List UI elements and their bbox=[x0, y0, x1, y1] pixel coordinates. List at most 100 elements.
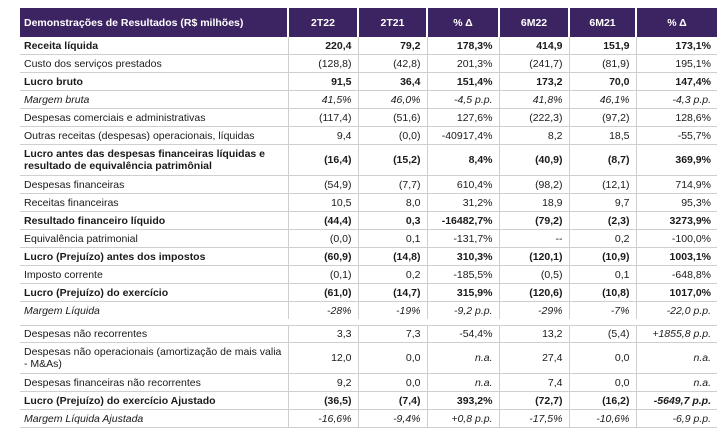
table-row: Custo dos serviços prestados (128,8) (42,8… bbox=[20, 54, 717, 73]
row-value: 127,6% bbox=[427, 108, 500, 127]
header-6m21: 6M21 bbox=[569, 8, 637, 37]
row-label: Outras receitas (despesas) operacionais,… bbox=[20, 126, 289, 145]
row-value: (72,7) bbox=[499, 391, 570, 410]
row-value: 8,2 bbox=[499, 126, 570, 145]
row-value: -648,8% bbox=[636, 265, 717, 284]
row-label: Lucro (Prejuízo) antes dos impostos bbox=[20, 247, 289, 266]
row-value: 27,4 bbox=[499, 342, 570, 374]
table-row: Receita líquida 220,4 79,2 178,3% 414,9 151,9… bbox=[20, 37, 717, 55]
table-row: Despesas não operacionais (amortização d… bbox=[20, 342, 717, 374]
row-value: 201,3% bbox=[427, 54, 500, 73]
row-value: (12,1) bbox=[569, 175, 637, 194]
row-value: 0,3 bbox=[358, 211, 428, 230]
header-2t21: 2T21 bbox=[358, 8, 428, 37]
row-label: Lucro (Prejuízo) do exercício Ajustado bbox=[20, 391, 289, 410]
row-value: (14,7) bbox=[358, 283, 428, 302]
row-label: Margem bruta bbox=[20, 90, 289, 109]
table-body: Receita líquida 220,4 79,2 178,3% 414,9 151,9… bbox=[20, 37, 717, 428]
row-value: 0,1 bbox=[569, 265, 637, 284]
row-value: 0,0 bbox=[358, 342, 428, 374]
row-label: Despesas financeiras não recorrentes bbox=[20, 373, 289, 392]
row-value: 714,9% bbox=[636, 175, 717, 194]
row-value: 46,0% bbox=[358, 90, 428, 109]
table-row: Margem Líquida -28% -19% -9,2 p.p. -29% -7% -2… bbox=[20, 301, 717, 323]
row-value: 9,4 bbox=[288, 126, 359, 145]
row-value: 7,3 bbox=[358, 319, 428, 343]
row-label: Receitas financeiras bbox=[20, 193, 289, 212]
row-value: -22,0 p.p. bbox=[636, 301, 717, 323]
row-value: 369,9% bbox=[636, 144, 717, 176]
row-value: 70,0 bbox=[569, 72, 637, 91]
row-value: 8,4% bbox=[427, 144, 500, 176]
row-value: 414,9 bbox=[499, 37, 570, 55]
row-label: Lucro antes das despesas financeiras líq… bbox=[20, 144, 289, 176]
row-label: Despesas não operacionais (amortização d… bbox=[20, 342, 289, 374]
row-value: (7,4) bbox=[358, 391, 428, 410]
row-value: (120,6) bbox=[499, 283, 570, 302]
row-value: -- bbox=[499, 229, 570, 248]
table-row: Equivalência patrimonial (0,0) 0,1 -131,7% -… bbox=[20, 229, 717, 248]
row-value: n.a. bbox=[636, 373, 717, 392]
row-value: -5649,7 p.p. bbox=[636, 391, 717, 410]
row-value: (44,4) bbox=[288, 211, 359, 230]
row-value: 7,4 bbox=[499, 373, 570, 392]
row-value: (120,1) bbox=[499, 247, 570, 266]
row-value: 9,2 bbox=[288, 373, 359, 392]
row-value: 220,4 bbox=[288, 37, 359, 55]
row-label: Equivalência patrimonial bbox=[20, 229, 289, 248]
row-value: (117,4) bbox=[288, 108, 359, 127]
row-value: -7% bbox=[569, 301, 637, 323]
row-label: Lucro (Prejuízo) do exercício bbox=[20, 283, 289, 302]
header-6m22: 6M22 bbox=[499, 8, 570, 37]
row-value: (16,4) bbox=[288, 144, 359, 176]
table-row: Lucro bruto 91,5 36,4 151,4% 173,2 70,0 147,4% bbox=[20, 72, 717, 91]
row-value: (128,8) bbox=[288, 54, 359, 73]
row-label: Resultado financeiro líquido bbox=[20, 211, 289, 230]
row-value: (2,3) bbox=[569, 211, 637, 230]
row-value: 95,3% bbox=[636, 193, 717, 212]
row-value: n.a. bbox=[636, 342, 717, 374]
row-value: -10,6% bbox=[569, 409, 637, 428]
row-value: 91,5 bbox=[288, 72, 359, 91]
row-value: -9,4% bbox=[358, 409, 428, 428]
row-value: 9,7 bbox=[569, 193, 637, 212]
table-row: Lucro antes das despesas financeiras líq… bbox=[20, 144, 717, 176]
row-value: 173,1% bbox=[636, 37, 717, 55]
table-row: Despesas financeiras não recorrentes 9,2 0… bbox=[20, 373, 717, 392]
row-label: Lucro bruto bbox=[20, 72, 289, 91]
row-label: Imposto corrente bbox=[20, 265, 289, 284]
table-row: Lucro (Prejuízo) antes dos impostos (60,9… bbox=[20, 247, 717, 266]
row-value: -54,4% bbox=[427, 319, 500, 343]
table-row: Receitas financeiras 10,5 8,0 31,2% 18,9 9,7 9… bbox=[20, 193, 717, 212]
header-2t22: 2T22 bbox=[288, 8, 359, 37]
row-value: -19% bbox=[358, 301, 428, 323]
row-value: 128,6% bbox=[636, 108, 717, 127]
row-value: (54,9) bbox=[288, 175, 359, 194]
row-value: (7,7) bbox=[358, 175, 428, 194]
row-value: n.a. bbox=[427, 342, 500, 374]
row-value: 12,0 bbox=[288, 342, 359, 374]
row-value: (60,9) bbox=[288, 247, 359, 266]
row-value: 1017,0% bbox=[636, 283, 717, 302]
row-value: -185,5% bbox=[427, 265, 500, 284]
row-value: (14,8) bbox=[358, 247, 428, 266]
row-value: (36,5) bbox=[288, 391, 359, 410]
row-value: 178,3% bbox=[427, 37, 500, 55]
table-row: Outras receitas (despesas) operacionais,… bbox=[20, 126, 717, 145]
row-value: (15,2) bbox=[358, 144, 428, 176]
table-row: Despesas não recorrentes 3,3 7,3 -54,4% 13,2… bbox=[20, 319, 717, 343]
row-value: (81,9) bbox=[569, 54, 637, 73]
row-value: 18,5 bbox=[569, 126, 637, 145]
table-row: Despesas comerciais e administrativas (11… bbox=[20, 108, 717, 127]
table-row: Resultado financeiro líquido (44,4) 0,3 -16… bbox=[20, 211, 717, 230]
row-value: (98,2) bbox=[499, 175, 570, 194]
header-semester-change: % Δ bbox=[636, 8, 717, 37]
table-row: Margem bruta 41,5% 46,0% -4,5 p.p. 41,8% 46,1… bbox=[20, 90, 717, 109]
row-value: (79,2) bbox=[499, 211, 570, 230]
row-value: 41,8% bbox=[499, 90, 570, 109]
row-value: -16482,7% bbox=[427, 211, 500, 230]
row-value: (0,0) bbox=[288, 229, 359, 248]
row-label: Despesas financeiras bbox=[20, 175, 289, 194]
row-value: -17,5% bbox=[499, 409, 570, 428]
row-value: (97,2) bbox=[569, 108, 637, 127]
